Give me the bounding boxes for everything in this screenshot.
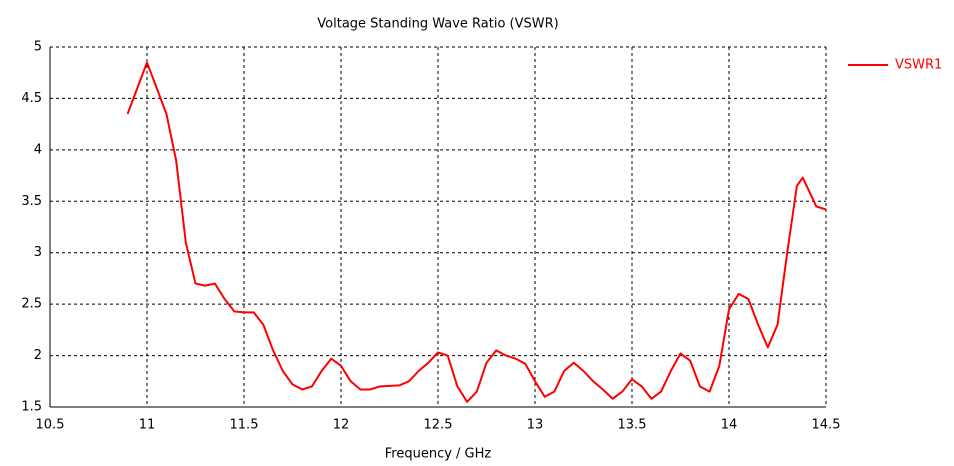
x-tick-label: 13 [527, 418, 544, 433]
x-tick-label: 11.5 [230, 418, 259, 433]
x-tick-label: 12 [333, 418, 350, 433]
chart-title: Voltage Standing Wave Ratio (VSWR) [317, 17, 558, 32]
y-tick-label: 3 [34, 245, 42, 260]
x-tick-label: 12.5 [424, 418, 453, 433]
y-tick-label: 4.5 [21, 91, 42, 106]
y-tick-label: 3.5 [21, 194, 42, 209]
y-tick-label: 2.5 [21, 297, 42, 312]
x-tick-label: 10.5 [36, 418, 65, 433]
y-tick-label: 4 [34, 142, 42, 157]
y-tick-label: 5 [34, 40, 42, 55]
y-tick-label: 2 [34, 348, 42, 363]
x-axis-label: Frequency / GHz [385, 447, 492, 462]
x-tick-label: 13.5 [618, 418, 647, 433]
x-tick-label: 14.5 [812, 418, 841, 433]
y-tick-label: 1.5 [21, 400, 42, 415]
x-tick-label: 14 [721, 418, 738, 433]
x-tick-label: 11 [139, 418, 156, 433]
data-line [126, 61, 827, 403]
legend-label: VSWR1 [895, 58, 942, 73]
